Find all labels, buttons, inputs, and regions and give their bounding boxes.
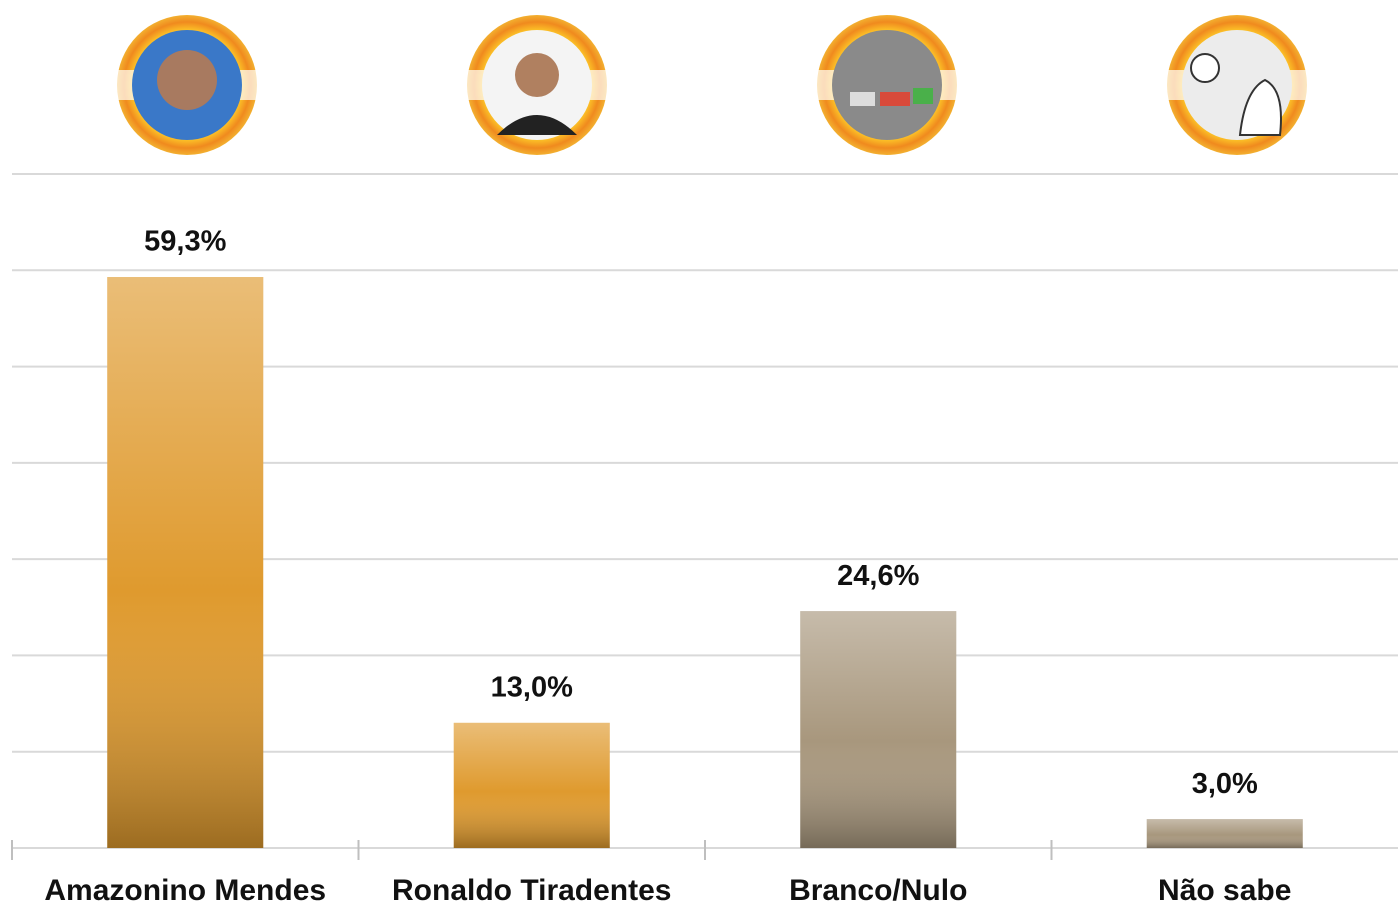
icons	[117, 15, 1307, 155]
icon	[1167, 15, 1307, 155]
bar-group	[453, 722, 610, 848]
bar-shade	[800, 611, 957, 848]
bar-shade	[1146, 819, 1303, 848]
bar-group	[1146, 819, 1303, 848]
icon	[467, 15, 607, 155]
x-tick-label: Não sabe	[1158, 874, 1291, 907]
value-label: 3,0%	[1192, 768, 1258, 800]
x-tick-label: Amazonino Mendes	[44, 874, 326, 907]
bar-shade	[107, 277, 264, 848]
icon	[817, 15, 957, 155]
value-label: 13,0%	[491, 671, 573, 703]
value-label: 59,3%	[144, 226, 226, 258]
bar-group	[800, 611, 957, 848]
icon	[117, 15, 257, 155]
bar-group	[107, 277, 264, 848]
x-tick-label: Ronaldo Tiradentes	[392, 874, 672, 907]
value-label: 24,6%	[837, 560, 919, 592]
x-tick-label: Branco/Nulo	[789, 874, 967, 907]
bar-shade	[453, 722, 610, 848]
